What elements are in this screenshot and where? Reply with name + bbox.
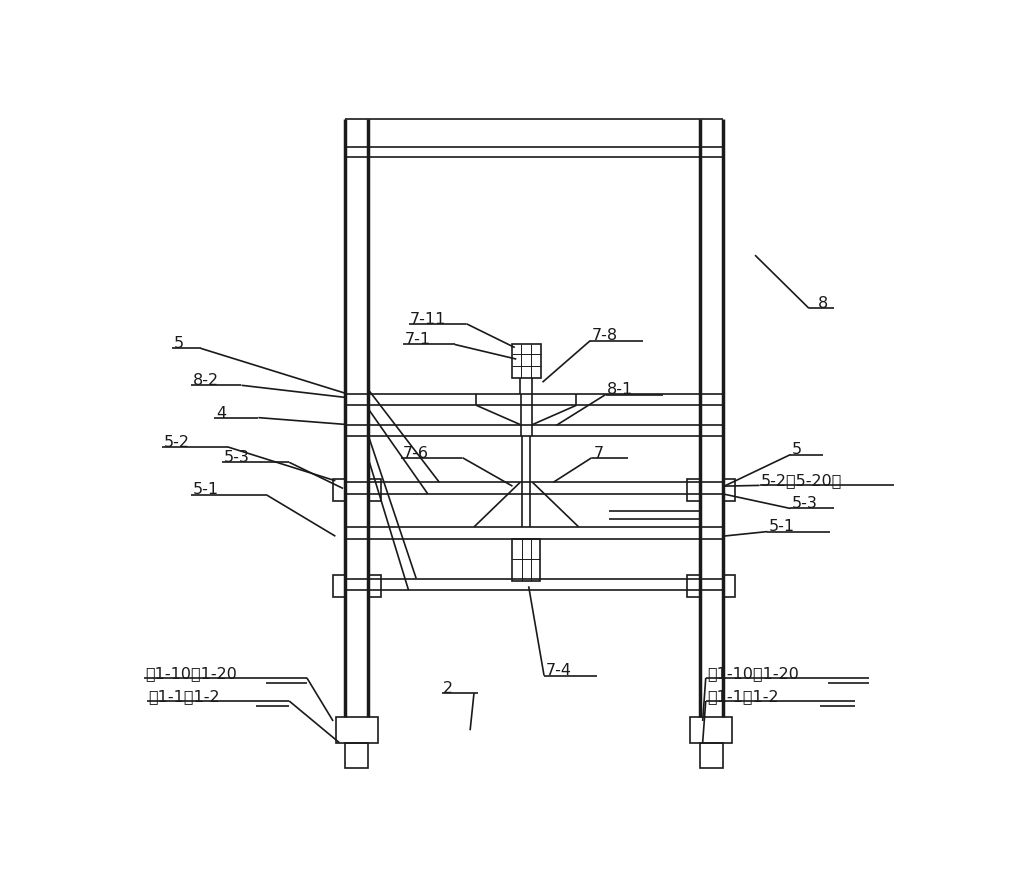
Bar <box>687 576 699 597</box>
Bar <box>336 718 378 743</box>
Text: 7-1: 7-1 <box>405 332 431 347</box>
Text: 5-2〈5-20〉: 5-2〈5-20〉 <box>761 473 843 488</box>
Text: 〈1-1〉1-2: 〈1-1〉1-2 <box>148 689 219 704</box>
Text: 〈1-10〉1-20: 〈1-10〉1-20 <box>708 666 799 681</box>
Text: 5: 5 <box>174 336 183 351</box>
Text: 7-11: 7-11 <box>410 312 446 326</box>
Text: 4: 4 <box>216 405 227 421</box>
Text: 5-3: 5-3 <box>792 496 818 511</box>
Text: 7-6: 7-6 <box>403 445 428 460</box>
Text: 2: 2 <box>443 681 453 696</box>
Text: 7-8: 7-8 <box>592 328 618 344</box>
Bar <box>690 718 732 743</box>
Text: 7: 7 <box>593 445 604 460</box>
Text: 5-1: 5-1 <box>768 520 795 535</box>
Text: 5-2: 5-2 <box>164 435 190 450</box>
Text: 8-1: 8-1 <box>607 382 633 397</box>
Text: 5-3: 5-3 <box>224 450 249 466</box>
Bar <box>345 743 369 768</box>
Bar <box>333 576 345 597</box>
Bar <box>723 576 735 597</box>
Text: 5-1: 5-1 <box>193 482 219 498</box>
Text: 7-4: 7-4 <box>546 663 572 678</box>
Text: 〈1-10〉1-20: 〈1-10〉1-20 <box>145 666 237 681</box>
Bar <box>513 538 540 581</box>
Bar <box>369 576 381 597</box>
Bar <box>512 344 541 378</box>
Bar <box>369 480 381 500</box>
Bar <box>699 743 723 768</box>
Text: 5: 5 <box>792 443 802 458</box>
Bar <box>333 480 345 500</box>
Bar <box>723 480 735 500</box>
Text: 8: 8 <box>818 296 828 311</box>
Text: 8-2: 8-2 <box>193 373 219 388</box>
Text: 〈1-1〉1-2: 〈1-1〉1-2 <box>708 689 779 704</box>
Bar <box>687 480 699 500</box>
